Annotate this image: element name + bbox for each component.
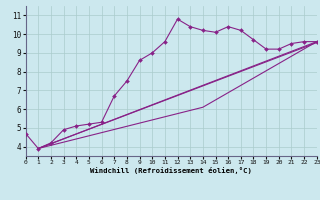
X-axis label: Windchill (Refroidissement éolien,°C): Windchill (Refroidissement éolien,°C) [90, 167, 252, 174]
